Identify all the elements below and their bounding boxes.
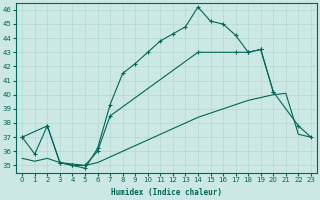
X-axis label: Humidex (Indice chaleur): Humidex (Indice chaleur)	[111, 188, 222, 197]
